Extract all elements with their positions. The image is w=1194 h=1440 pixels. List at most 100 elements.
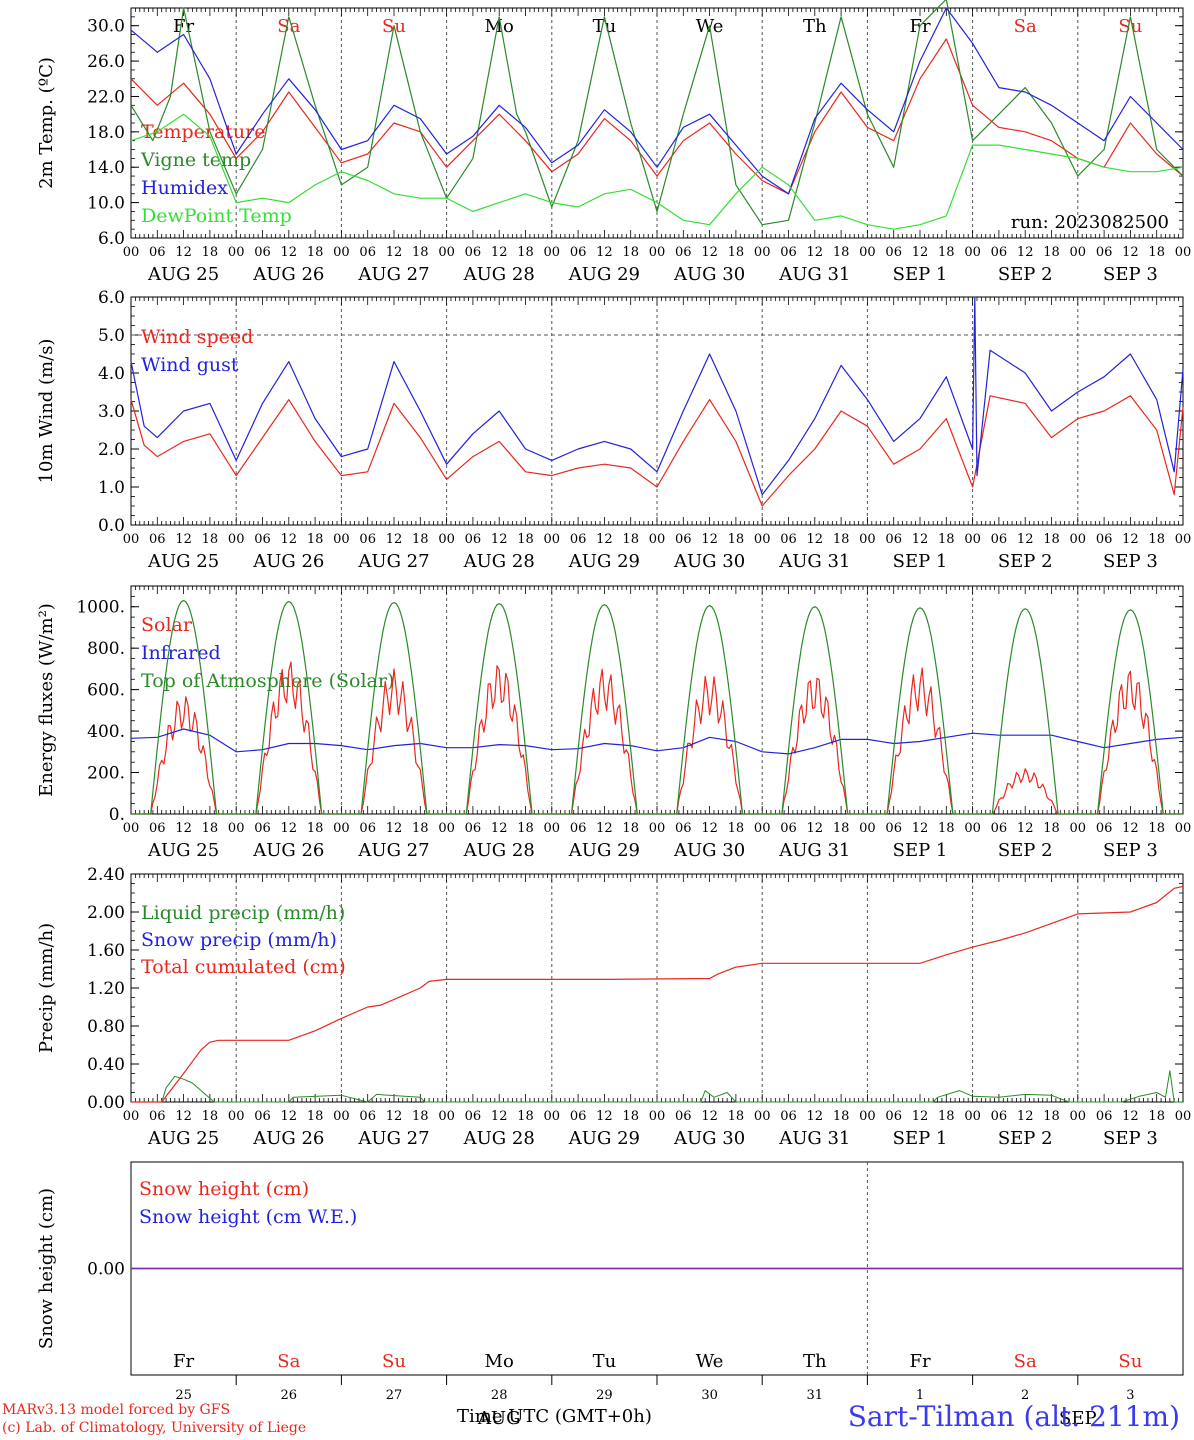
legend-entry: Solar bbox=[141, 614, 193, 636]
legend-entry: Vigne temp bbox=[140, 149, 251, 171]
weekday-label: Su bbox=[382, 1351, 406, 1372]
hour-tick-label: 12 bbox=[1017, 532, 1034, 547]
hour-tick-label: 12 bbox=[175, 245, 192, 260]
hour-tick-label: 06 bbox=[885, 1109, 902, 1124]
hour-tick-label: 00 bbox=[964, 821, 981, 836]
y-tick-label: 0.00 bbox=[87, 1093, 125, 1113]
series-wind-gust bbox=[130, 296, 1184, 496]
hour-tick-label: 12 bbox=[1122, 245, 1139, 260]
day-number-label: 3 bbox=[1126, 1388, 1134, 1403]
legend-entry: Wind gust bbox=[141, 354, 239, 376]
hour-tick-label: 06 bbox=[254, 821, 271, 836]
hour-tick-label: 18 bbox=[412, 1109, 429, 1124]
hour-tick-label: 00 bbox=[859, 1109, 876, 1124]
hour-tick-label: 18 bbox=[1043, 532, 1060, 547]
hour-tick-label: 18 bbox=[728, 245, 745, 260]
legend-entry: Liquid precip (mm/h) bbox=[141, 902, 345, 924]
hour-tick-label: 18 bbox=[307, 245, 324, 260]
hour-tick-label: 06 bbox=[465, 245, 482, 260]
hour-tick-label: 00 bbox=[123, 1109, 140, 1124]
hour-tick-label: 00 bbox=[859, 532, 876, 547]
y-tick-label: 5.0 bbox=[98, 326, 125, 346]
y-tick-label: 600. bbox=[87, 681, 125, 701]
date-label: SEP 1 bbox=[893, 551, 948, 572]
hour-tick-label: 00 bbox=[438, 821, 455, 836]
hour-tick-label: 12 bbox=[175, 1109, 192, 1124]
date-label: AUG 31 bbox=[778, 840, 850, 861]
hour-tick-label: 12 bbox=[175, 532, 192, 547]
hour-tick-label: 06 bbox=[149, 532, 166, 547]
hour-tick-label: 00 bbox=[123, 245, 140, 260]
hour-tick-label: 00 bbox=[964, 245, 981, 260]
date-label: SEP 3 bbox=[1103, 840, 1158, 861]
hour-tick-label: 00 bbox=[1175, 821, 1192, 836]
hour-tick-label: 00 bbox=[964, 1109, 981, 1124]
hour-tick-label: 06 bbox=[254, 245, 271, 260]
date-label: AUG 30 bbox=[673, 840, 745, 861]
hour-tick-label: 00 bbox=[228, 532, 245, 547]
hour-tick-label: 12 bbox=[1017, 245, 1034, 260]
hour-tick-label: 06 bbox=[1096, 245, 1113, 260]
hour-tick-label: 06 bbox=[254, 1109, 271, 1124]
hour-tick-label: 00 bbox=[754, 821, 771, 836]
hour-tick-label: 12 bbox=[491, 821, 508, 836]
hour-tick-label: 06 bbox=[885, 532, 902, 547]
day-number-label: 25 bbox=[175, 1388, 192, 1403]
panel-2: 0.0 1.0 2.0 3.0 4.0 5.0 6.0 10m Wind (m/s) 00 06 1… bbox=[36, 288, 1191, 572]
hour-tick-label: 06 bbox=[991, 532, 1008, 547]
hour-tick-label: 00 bbox=[964, 532, 981, 547]
date-label: AUG 28 bbox=[463, 264, 535, 285]
weekday-label: Th bbox=[803, 16, 827, 37]
hour-tick-label: 12 bbox=[386, 532, 403, 547]
hour-tick-label: 06 bbox=[149, 245, 166, 260]
date-label: AUG 31 bbox=[778, 1128, 850, 1149]
y-tick-label: 1.60 bbox=[87, 941, 125, 961]
hour-tick-label: 18 bbox=[1148, 1109, 1165, 1124]
hour-tick-label: 18 bbox=[728, 1109, 745, 1124]
hour-tick-label: 00 bbox=[754, 245, 771, 260]
date-label: AUG 27 bbox=[357, 840, 429, 861]
date-label: SEP 1 bbox=[893, 264, 948, 285]
hour-tick-label: 00 bbox=[1070, 821, 1087, 836]
y-axis-label: Snow height (cm) bbox=[36, 1188, 57, 1349]
date-label: AUG 29 bbox=[568, 551, 640, 572]
hour-tick-label: 12 bbox=[912, 532, 929, 547]
hour-tick-label: 18 bbox=[307, 1109, 324, 1124]
date-label: AUG 27 bbox=[357, 264, 429, 285]
weekday-label: Sa bbox=[1014, 16, 1037, 37]
legend-entry: Humidex bbox=[141, 177, 228, 199]
hour-tick-label: 18 bbox=[833, 1109, 850, 1124]
date-label: SEP 2 bbox=[998, 1128, 1053, 1149]
y-tick-label: 1000. bbox=[76, 598, 125, 618]
hour-tick-label: 00 bbox=[333, 821, 350, 836]
hour-tick-label: 06 bbox=[359, 532, 376, 547]
hour-tick-label: 06 bbox=[570, 245, 587, 260]
hour-tick-label: 06 bbox=[465, 532, 482, 547]
hour-tick-label: 06 bbox=[1096, 1109, 1113, 1124]
hour-tick-label: 12 bbox=[281, 245, 298, 260]
y-tick-label: 4.0 bbox=[98, 364, 125, 384]
month-label: SEP bbox=[1059, 1408, 1097, 1429]
hour-tick-label: 00 bbox=[649, 532, 666, 547]
panel-3: 0. 200. 400. 600. 800. 1000. Energy fluxes (W/… bbox=[36, 585, 1192, 861]
y-tick-label: 0. bbox=[109, 805, 125, 825]
hour-tick-label: 18 bbox=[622, 532, 639, 547]
hour-tick-label: 12 bbox=[1017, 821, 1034, 836]
hour-tick-label: 18 bbox=[412, 821, 429, 836]
y-tick-label: 14.0 bbox=[87, 158, 125, 178]
hour-tick-label: 18 bbox=[1043, 245, 1060, 260]
weekday-label: Sa bbox=[277, 1351, 300, 1372]
weekday-label: Tu bbox=[593, 16, 617, 37]
hour-tick-label: 06 bbox=[675, 821, 692, 836]
hour-tick-label: 00 bbox=[333, 532, 350, 547]
y-tick-label: 0.00 bbox=[87, 1260, 125, 1280]
hour-tick-label: 18 bbox=[1043, 821, 1060, 836]
hour-tick-label: 06 bbox=[780, 245, 797, 260]
date-label: AUG 26 bbox=[252, 264, 324, 285]
month-label: AUG bbox=[477, 1408, 521, 1429]
y-tick-label: 2.0 bbox=[98, 440, 125, 460]
weekday-label: Th bbox=[803, 1351, 827, 1372]
hour-tick-label: 00 bbox=[1070, 245, 1087, 260]
date-label: AUG 28 bbox=[463, 840, 535, 861]
hour-tick-label: 18 bbox=[938, 821, 955, 836]
